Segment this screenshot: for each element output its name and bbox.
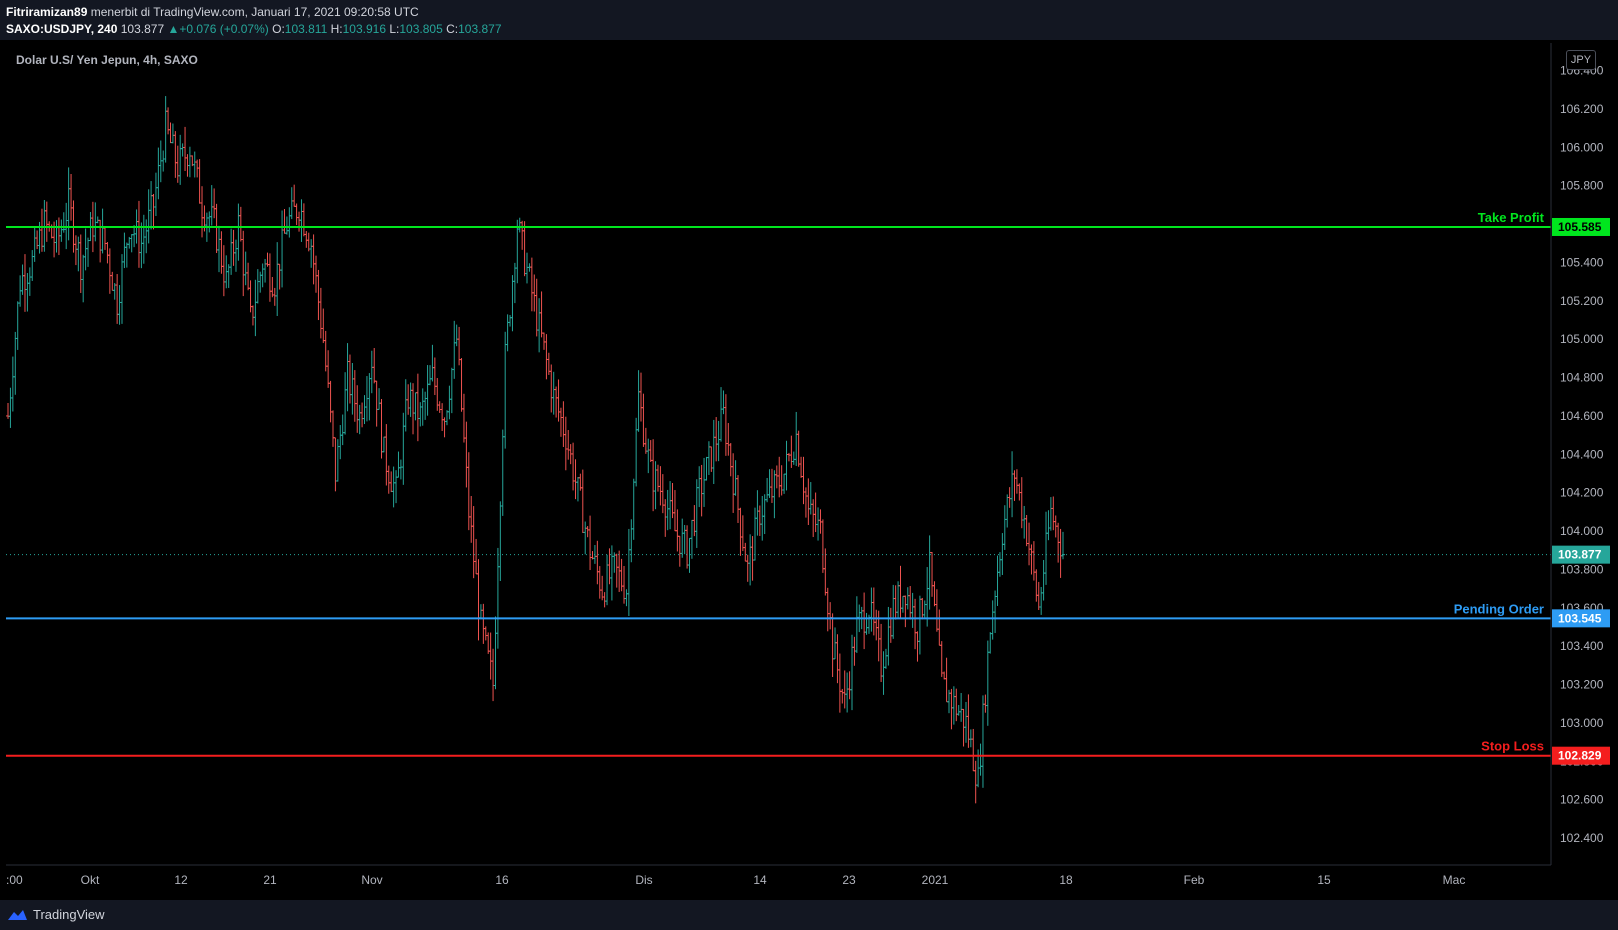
- high-label: H:: [330, 22, 343, 36]
- price-tick-label: 104.200: [1560, 486, 1604, 500]
- price-tick-label: 104.000: [1560, 524, 1604, 538]
- high-value: 103.916: [342, 22, 387, 36]
- currency-badge[interactable]: JPY: [1566, 50, 1596, 70]
- time-tick-label: 12: [174, 873, 188, 887]
- time-tick-label: Nov: [361, 873, 382, 887]
- up-arrow-icon: ▲: [167, 22, 180, 36]
- price-tick-label: 102.600: [1560, 793, 1604, 807]
- price-badges: 103.877 105.585 103.545 102.829: [1552, 217, 1610, 765]
- close-label: C:: [446, 22, 459, 36]
- price-tick-label: 105.400: [1560, 255, 1604, 269]
- time-tick-label: :00: [6, 873, 23, 887]
- price-tick-label: 105.000: [1560, 332, 1604, 346]
- price-tick-label: 103.800: [1560, 562, 1604, 576]
- open-value: 103.811: [284, 22, 328, 36]
- open-label: O:: [272, 22, 285, 36]
- level-price-label: 105.585: [1558, 220, 1602, 234]
- candles-group: [6, 96, 1065, 804]
- level-price-label: 103.545: [1558, 611, 1602, 625]
- low-label: L:: [389, 22, 400, 36]
- tradingview-cloud-icon: [8, 909, 27, 920]
- time-tick-label: 18: [1059, 873, 1073, 887]
- tradingview-brand: TradingView: [33, 907, 105, 922]
- price-change: +0.076 (+0.07%): [179, 22, 269, 36]
- price-tick-label: 103.400: [1560, 639, 1604, 653]
- price-axis: 106.400106.200106.000105.800105.600105.4…: [1560, 64, 1604, 845]
- price-tick-label: 104.400: [1560, 447, 1604, 461]
- price-tick-label: 104.600: [1560, 409, 1604, 423]
- level-price-badge: [1552, 609, 1610, 628]
- pane-title: Dolar U.S/ Yen Jepun, 4h, SAXO: [16, 53, 198, 67]
- low-value: 103.805: [399, 22, 443, 36]
- price-tick-label: 103.200: [1560, 678, 1604, 692]
- time-tick-label: 2021: [922, 873, 949, 887]
- price-tick-label: 106.200: [1560, 102, 1604, 116]
- price-tick-label: 102.400: [1560, 831, 1604, 845]
- time-tick-label: 23: [842, 873, 856, 887]
- last-price: 103.877: [120, 22, 165, 36]
- time-tick-label: 14: [753, 873, 767, 887]
- time-tick-label: Feb: [1184, 873, 1205, 887]
- publish-text: menerbit di TradingView.com, Januari 17,…: [90, 5, 419, 19]
- price-tick-label: 103.000: [1560, 716, 1604, 730]
- level-label: Stop Loss: [1481, 739, 1544, 754]
- time-tick-label: Dis: [635, 873, 652, 887]
- close-value: 103.877: [458, 22, 502, 36]
- level-label: Pending Order: [1454, 601, 1544, 616]
- level-price-badge: [1552, 746, 1610, 765]
- chart-area[interactable]: [0, 43, 1618, 900]
- current-price-badge: [1552, 545, 1610, 564]
- author-name[interactable]: Fitriramizan89: [6, 5, 88, 19]
- header-bar: Fitriramizan89 menerbit di TradingView.c…: [0, 0, 1618, 40]
- level-label: Take Profit: [1478, 210, 1545, 225]
- time-tick-label: 21: [263, 873, 277, 887]
- price-tick-label: 105.200: [1560, 294, 1604, 308]
- time-tick-label: 15: [1317, 873, 1331, 887]
- level-price-badge: [1552, 217, 1610, 236]
- publish-info: Fitriramizan89 menerbit di TradingView.c…: [6, 5, 419, 19]
- time-axis: :00 Okt 12 21 Nov 16 Dis 14 23 2021 18 Feb 15 Mac: [6, 873, 1465, 887]
- footer-bar: TradingView: [0, 900, 1618, 930]
- current-price-label: 103.877: [1558, 548, 1602, 562]
- symbol-label[interactable]: SAXO:USDJPY, 240: [6, 22, 118, 36]
- time-tick-label: 16: [495, 873, 509, 887]
- price-tick-label: 106.000: [1560, 140, 1604, 154]
- time-tick-label: Okt: [81, 873, 100, 887]
- quote-info: SAXO:USDJPY, 240 103.877 ▲+0.076 (+0.07%…: [6, 22, 502, 36]
- tradingview-logo[interactable]: TradingView: [6, 907, 105, 922]
- level-price-label: 102.829: [1558, 749, 1602, 763]
- time-tick-label: Mac: [1443, 873, 1466, 887]
- price-tick-label: 104.800: [1560, 371, 1604, 385]
- levels-group: Take Profit Pending Order Stop Loss: [6, 210, 1551, 757]
- price-tick-label: 105.800: [1560, 179, 1604, 193]
